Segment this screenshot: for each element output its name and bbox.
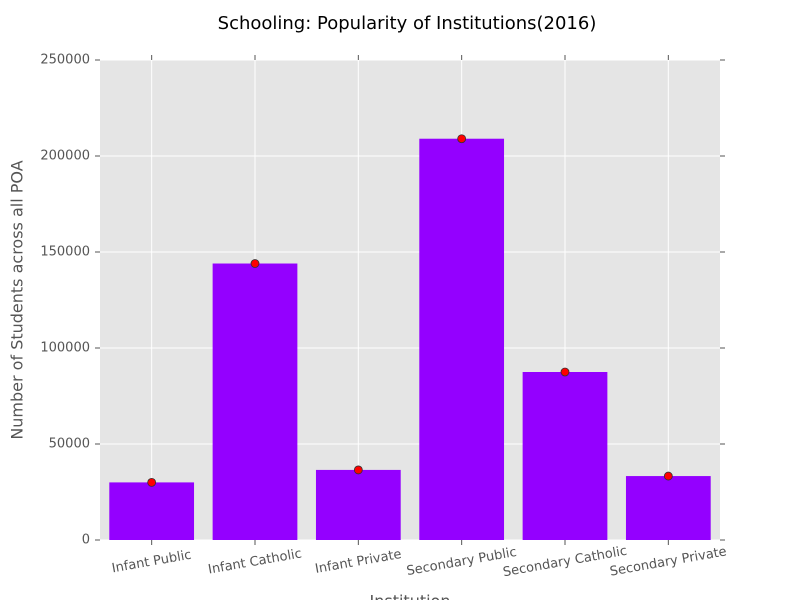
point-marker [147, 477, 157, 487]
x-tick-label: Secondary Private [609, 544, 728, 579]
point-marker [250, 259, 260, 268]
bar [419, 138, 505, 540]
y-tick-label: 100000 [40, 341, 90, 356]
y-tick-label: 50000 [49, 437, 90, 452]
y-tick-label: 0 [82, 533, 90, 548]
plot-area [100, 60, 720, 540]
bar [522, 372, 608, 540]
y-tick-label: 150000 [40, 245, 90, 260]
y-tick-label: 250000 [40, 53, 90, 68]
y-axis-label: Number of Students across all POA [8, 160, 27, 439]
y-tick-label: 200000 [40, 149, 90, 164]
point-marker [663, 471, 673, 481]
chart-title: Schooling: Popularity of Institutions(20… [218, 13, 597, 34]
x-tick-label: Infant Private [314, 547, 403, 577]
point-marker [560, 367, 570, 377]
bar [212, 263, 298, 540]
point-marker [457, 134, 467, 144]
x-tick-label: Secondary Catholic [502, 544, 628, 581]
point-marker [353, 465, 363, 475]
bar [109, 482, 195, 540]
bar [315, 469, 401, 540]
x-axis-label: Institution [370, 592, 451, 600]
x-tick-label: Infant Public [111, 548, 193, 577]
x-tick-label: Infant Catholic [207, 546, 303, 577]
bar [625, 476, 711, 540]
x-tick-label: Secondary Public [405, 545, 517, 579]
